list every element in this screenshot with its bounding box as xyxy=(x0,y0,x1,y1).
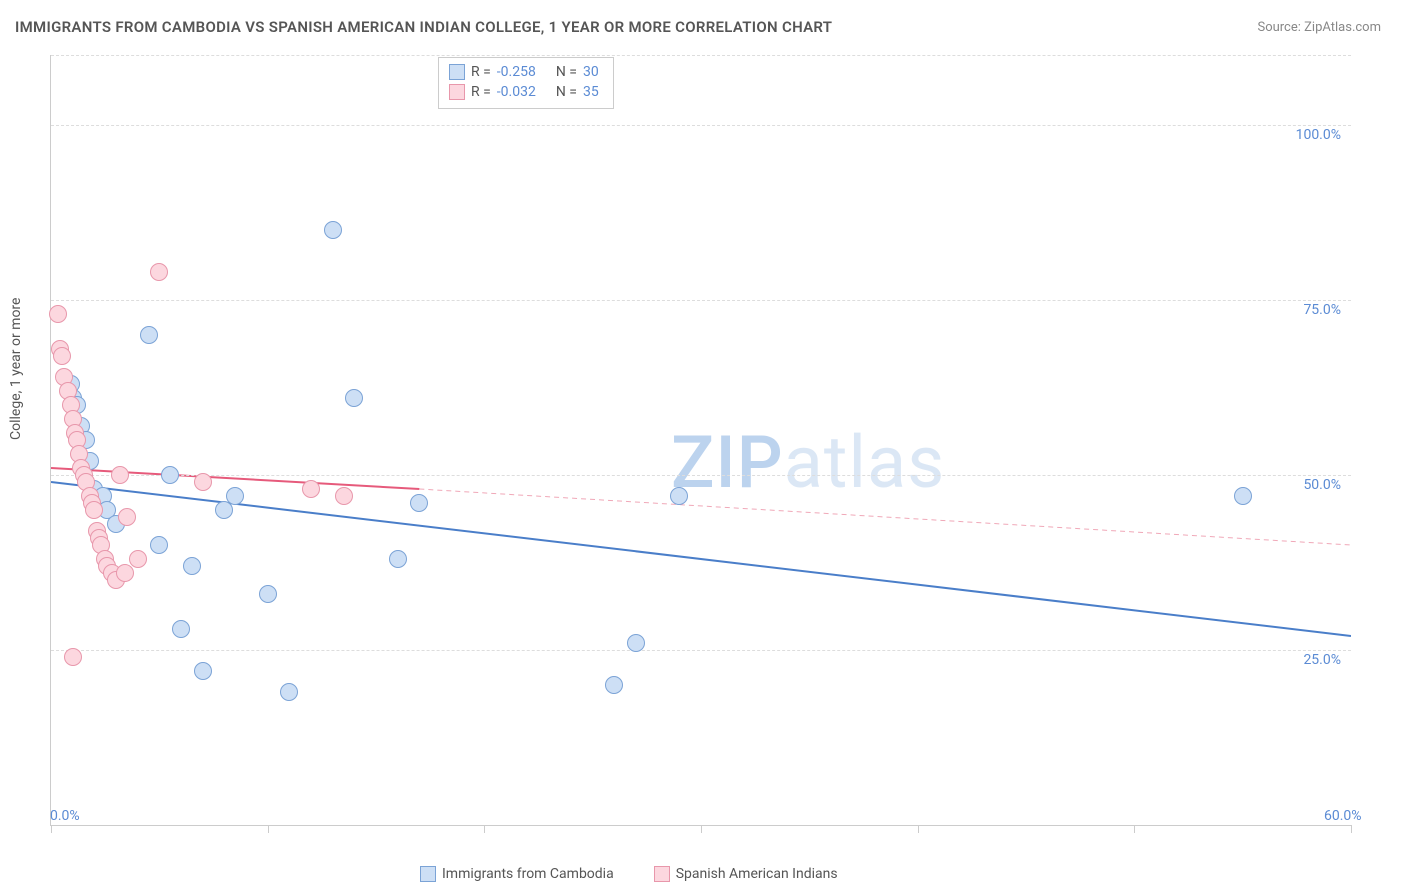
data-point xyxy=(172,620,190,638)
y-tick-label: 100.0% xyxy=(1296,127,1341,143)
data-point xyxy=(150,263,168,281)
x-tick xyxy=(484,825,485,833)
data-point xyxy=(183,557,201,575)
x-tick-label: 0.0% xyxy=(50,808,80,824)
data-point xyxy=(194,662,212,680)
x-tick xyxy=(51,825,52,833)
watermark: ZIPatlas xyxy=(671,420,945,505)
legend-label: Spanish American Indians xyxy=(676,866,838,882)
correlation-legend: R = -0.258N = 30R = -0.032N = 35 xyxy=(438,57,614,109)
data-point xyxy=(116,564,134,582)
legend-item: Spanish American Indians xyxy=(654,866,838,882)
data-point xyxy=(140,326,158,344)
data-point xyxy=(324,221,342,239)
data-point xyxy=(302,480,320,498)
data-point xyxy=(335,487,353,505)
data-point xyxy=(53,347,71,365)
data-point xyxy=(410,494,428,512)
data-point xyxy=(259,585,277,603)
legend-swatch xyxy=(449,64,465,80)
gridline-h xyxy=(51,475,1351,476)
y-axis-label: College, 1 year or more xyxy=(8,298,24,440)
data-point xyxy=(150,536,168,554)
data-point xyxy=(345,389,363,407)
legend-swatch xyxy=(654,866,670,882)
data-point xyxy=(118,508,136,526)
legend-stat-row: R = -0.032N = 35 xyxy=(449,82,599,102)
legend-stat-row: R = -0.258N = 30 xyxy=(449,62,599,82)
data-point xyxy=(64,648,82,666)
data-point xyxy=(1234,487,1252,505)
x-tick xyxy=(1134,825,1135,833)
chart-title: IMMIGRANTS FROM CAMBODIA VS SPANISH AMER… xyxy=(15,18,832,36)
data-point xyxy=(605,676,623,694)
x-tick xyxy=(268,825,269,833)
legend-swatch xyxy=(449,84,465,100)
gridline-h xyxy=(51,650,1351,651)
x-tick xyxy=(918,825,919,833)
data-point xyxy=(161,466,179,484)
data-point xyxy=(85,501,103,519)
data-point xyxy=(226,487,244,505)
y-tick-label: 25.0% xyxy=(1303,652,1341,668)
x-tick xyxy=(1351,825,1352,833)
legend-label: Immigrants from Cambodia xyxy=(442,866,614,882)
data-point xyxy=(627,634,645,652)
legend-item: Immigrants from Cambodia xyxy=(420,866,614,882)
y-tick-label: 75.0% xyxy=(1303,302,1341,318)
series-legend: Immigrants from Cambodia Spanish American… xyxy=(420,866,838,882)
gridline-h xyxy=(51,55,1351,56)
data-point xyxy=(49,305,67,323)
data-point xyxy=(129,550,147,568)
data-point xyxy=(194,473,212,491)
data-point xyxy=(111,466,129,484)
gridline-h xyxy=(51,125,1351,126)
x-tick-label: 60.0% xyxy=(1324,808,1362,824)
x-tick xyxy=(701,825,702,833)
gridline-h xyxy=(51,300,1351,301)
data-point xyxy=(280,683,298,701)
legend-swatch xyxy=(420,866,436,882)
source-attribution: Source: ZipAtlas.com xyxy=(1257,20,1381,35)
y-tick-label: 50.0% xyxy=(1303,477,1341,493)
data-point xyxy=(389,550,407,568)
trend-lines-layer xyxy=(51,55,1351,825)
scatter-chart: ZIPatlas 25.0% 50.0% 75.0% 100.0% xyxy=(50,55,1351,826)
data-point xyxy=(670,487,688,505)
